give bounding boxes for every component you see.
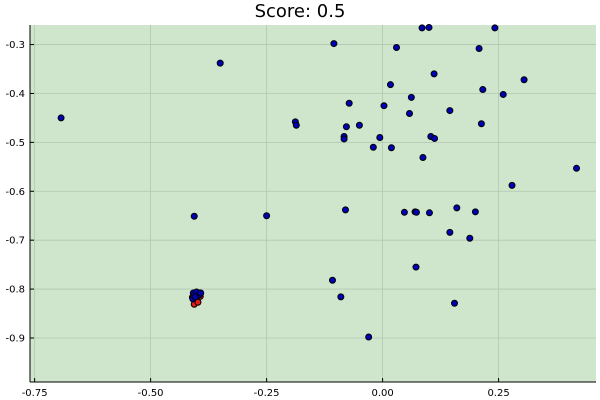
data-point bbox=[418, 24, 426, 32]
y-tick-label: -0.4 bbox=[5, 89, 25, 100]
data-point bbox=[197, 289, 205, 297]
data-point bbox=[340, 135, 348, 143]
data-point bbox=[446, 107, 454, 115]
data-point bbox=[355, 121, 363, 129]
data-point bbox=[431, 134, 439, 142]
data-point bbox=[194, 298, 202, 306]
y-tick-label: -0.5 bbox=[5, 138, 25, 149]
data-point bbox=[386, 81, 394, 89]
data-point bbox=[292, 121, 300, 129]
y-tick-label: -0.8 bbox=[5, 285, 25, 296]
plot-background bbox=[30, 25, 596, 382]
data-point bbox=[337, 293, 345, 301]
data-point bbox=[479, 86, 487, 94]
data-point bbox=[425, 209, 433, 217]
data-point bbox=[499, 90, 507, 98]
data-point bbox=[330, 40, 338, 48]
data-point bbox=[190, 212, 198, 220]
data-point bbox=[216, 59, 224, 67]
data-points bbox=[57, 23, 581, 341]
data-point bbox=[57, 114, 65, 122]
data-point bbox=[191, 293, 199, 301]
data-point bbox=[376, 133, 384, 141]
data-point bbox=[263, 212, 271, 220]
y-tick-label: -0.3 bbox=[5, 40, 25, 51]
data-point bbox=[419, 154, 427, 162]
data-point bbox=[520, 76, 528, 84]
data-point bbox=[328, 276, 336, 284]
x-tick-label: -0.75 bbox=[22, 388, 48, 399]
y-tick-label: -0.9 bbox=[5, 333, 25, 344]
data-point bbox=[430, 70, 438, 78]
data-point bbox=[471, 208, 479, 216]
data-point bbox=[405, 110, 413, 118]
x-tick-label: -0.50 bbox=[138, 388, 164, 399]
data-point bbox=[477, 120, 485, 128]
y-tick-label: -0.7 bbox=[5, 236, 25, 247]
data-point bbox=[453, 204, 461, 212]
data-point bbox=[387, 144, 395, 152]
y-tick-label: -0.6 bbox=[5, 187, 25, 198]
data-point bbox=[407, 93, 415, 101]
data-point bbox=[446, 228, 454, 236]
data-point bbox=[508, 181, 516, 189]
x-tick-label: 0.25 bbox=[487, 388, 509, 399]
data-point bbox=[412, 208, 420, 216]
data-point bbox=[466, 234, 474, 242]
data-point bbox=[369, 143, 377, 151]
x-tick-label: -0.25 bbox=[254, 388, 280, 399]
data-point bbox=[380, 102, 388, 110]
data-point bbox=[573, 164, 581, 172]
data-point bbox=[425, 23, 433, 31]
grid-lines bbox=[30, 25, 596, 382]
data-point bbox=[341, 206, 349, 214]
data-point bbox=[342, 123, 350, 131]
x-tick-label: 0.00 bbox=[371, 388, 393, 399]
data-point bbox=[393, 43, 401, 51]
data-point bbox=[491, 24, 499, 32]
data-point bbox=[451, 299, 458, 307]
data-point bbox=[400, 208, 408, 216]
chart-title: Score: 0.5 bbox=[254, 1, 346, 22]
data-point bbox=[365, 333, 373, 341]
axes: -0.75 -0.50 -0.25 0.00 0.25 -0.3 -0.4 -0.5 -0.6 -… bbox=[5, 25, 596, 399]
data-point bbox=[475, 44, 483, 52]
data-point bbox=[412, 263, 420, 271]
data-point bbox=[345, 99, 353, 107]
